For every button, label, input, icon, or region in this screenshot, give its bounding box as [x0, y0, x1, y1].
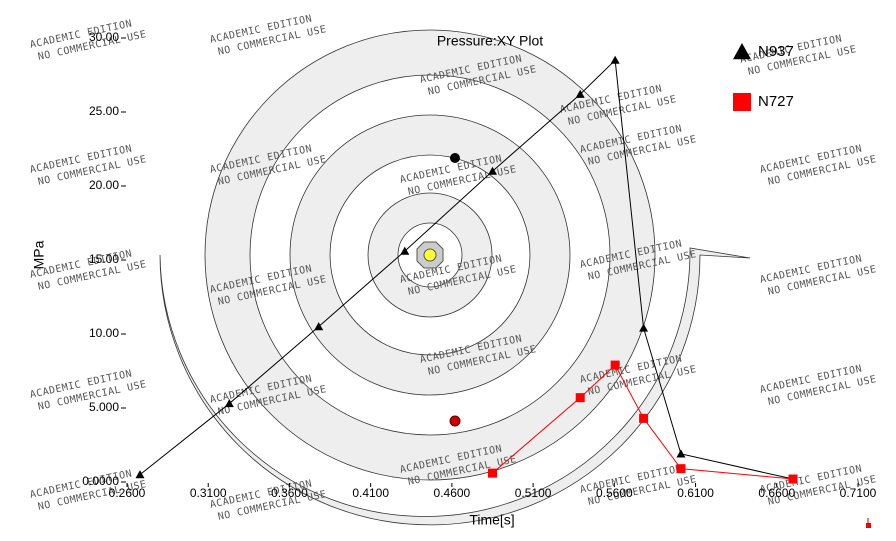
marker [610, 55, 620, 64]
y-tick-label: 20.00 [89, 178, 119, 192]
legend-marker [733, 93, 751, 111]
marker [575, 393, 585, 403]
marker [639, 323, 649, 332]
y-tick-label: 25.00 [89, 104, 119, 118]
x-tick-label: 0.2600 [109, 486, 146, 500]
x-tick-label: 0.6100 [677, 486, 714, 500]
marker [676, 464, 686, 474]
y-axis-label: MPa [31, 240, 47, 269]
y-tick-label: 5.000 [89, 400, 119, 414]
chart-title: Pressure:XY Plot [437, 33, 543, 49]
y-tick-label: 30.00 [89, 30, 119, 44]
legend-label: N937 [758, 43, 794, 60]
x-axis-label: Time[s] [469, 512, 514, 528]
legend-label: N727 [758, 93, 794, 110]
marker [488, 468, 497, 478]
marker [788, 474, 798, 484]
y-tick-label: 15.00 [89, 252, 119, 266]
series-line [139, 59, 794, 480]
x-tick-label: 0.5600 [596, 486, 633, 500]
x-tick-label: 0.6600 [758, 486, 795, 500]
x-tick-label: 0.3100 [190, 486, 227, 500]
marker [610, 360, 620, 370]
x-tick-label: 0.3600 [271, 486, 308, 500]
y-tick-label: 10.00 [89, 326, 119, 340]
x-tick-label: 0.4600 [434, 486, 471, 500]
legend-marker [733, 43, 751, 60]
x-tick-label: 0.5100 [515, 486, 552, 500]
marker [135, 470, 145, 479]
marker [488, 166, 497, 175]
marker [314, 322, 324, 331]
marker [400, 246, 410, 255]
marker [224, 399, 234, 408]
background-graphic [159, 29, 871, 528]
marker [575, 89, 585, 98]
y-tick-label: 0.0000 [82, 474, 119, 488]
series-line [492, 364, 794, 480]
x-tick-label: 0.4100 [352, 486, 389, 500]
x-tick-label: 0.7100 [840, 486, 877, 500]
marker [676, 449, 686, 458]
marker [639, 413, 649, 423]
